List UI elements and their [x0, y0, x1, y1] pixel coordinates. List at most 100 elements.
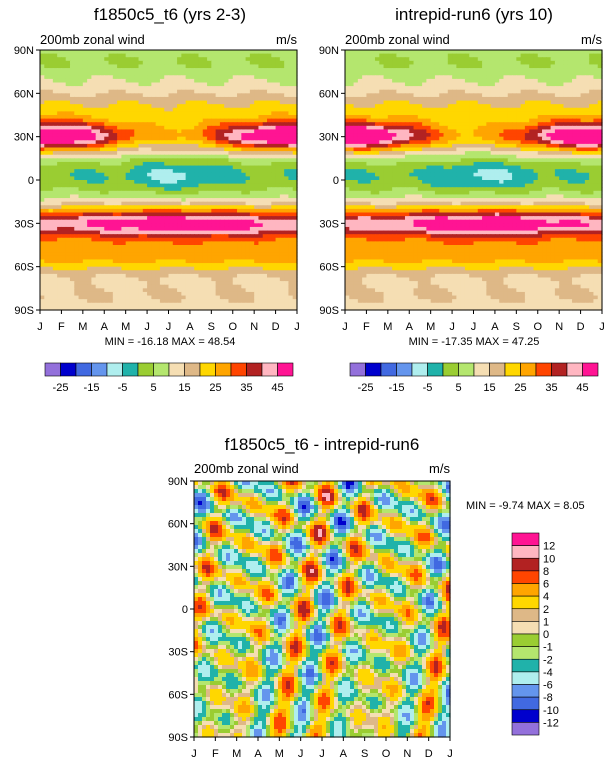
field-cell: [129, 60, 135, 66]
field-cell: [142, 78, 148, 84]
field-cell: [134, 266, 140, 271]
field-cell: [91, 60, 97, 66]
field-cell: [104, 172, 110, 177]
field-cell: [211, 277, 217, 282]
field-cell: [69, 277, 75, 282]
field-cell: [185, 111, 191, 116]
field-cell: [40, 226, 45, 232]
field-cell: [82, 255, 88, 261]
field-cell: [104, 284, 110, 289]
field-cell: [142, 89, 148, 94]
field-cell: [241, 284, 247, 289]
field-cell: [198, 53, 204, 58]
field-cell: [284, 263, 290, 268]
field-cell: [194, 50, 200, 55]
field-cell: [258, 187, 264, 192]
field-cell: [155, 263, 161, 268]
field-cell: [185, 57, 191, 62]
field-cell: [185, 281, 191, 286]
field-cell: [87, 226, 92, 232]
field-cell: [288, 154, 294, 159]
field-cell: [262, 136, 268, 141]
field-cell: [267, 273, 272, 279]
field-cell: [580, 64, 586, 69]
field-cell: [249, 107, 255, 112]
field-cell: [147, 266, 152, 271]
field-cell: [215, 223, 221, 228]
field-cell: [194, 183, 200, 188]
field-cell: [91, 212, 97, 217]
field-cell: [82, 161, 88, 167]
field-cell: [413, 57, 419, 62]
field-cell: [224, 212, 230, 217]
field-cell: [138, 281, 144, 286]
field-cell: [138, 136, 144, 141]
field-cell: [168, 216, 174, 221]
field-cell: [147, 71, 152, 76]
field-cell: [159, 165, 165, 170]
field-cell: [172, 143, 178, 149]
field-cell: [125, 125, 131, 131]
field-cell: [74, 295, 80, 300]
field-cell: [44, 198, 50, 203]
field-cell: [40, 129, 45, 134]
field-cell: [512, 71, 517, 76]
field-cell: [181, 212, 187, 217]
field-cell: [78, 205, 84, 210]
field-cell: [185, 172, 191, 177]
field-cell: [52, 237, 58, 242]
field-cell: [95, 299, 101, 304]
field-cell: [82, 281, 88, 286]
field-cell: [486, 78, 492, 84]
field-cell: [57, 187, 63, 192]
field-cell: [65, 96, 71, 102]
field-cell: [279, 281, 285, 286]
field-cell: [172, 208, 178, 214]
field-cell: [65, 299, 71, 304]
field-cell: [125, 302, 131, 307]
field-cell: [181, 71, 187, 76]
field-cell: [134, 71, 140, 76]
field-cell: [142, 284, 148, 289]
field-cell: [288, 216, 294, 221]
field-cell: [211, 291, 217, 297]
field-cell: [249, 133, 255, 138]
field-cell: [219, 241, 225, 246]
field-cell: [211, 82, 217, 87]
field-cell: [275, 295, 281, 300]
field-cell: [516, 68, 522, 73]
field-cell: [593, 71, 599, 76]
field-cell: [254, 245, 260, 250]
field-cell: [82, 78, 88, 84]
field-cell: [91, 118, 97, 123]
field-cell: [181, 57, 187, 62]
field-cell: [125, 259, 131, 264]
field-cell: [125, 245, 131, 250]
field-cell: [215, 53, 221, 58]
field-cell: [279, 187, 285, 192]
field-cell: [241, 223, 247, 228]
field-cell: [202, 281, 208, 286]
x-tick-label: A: [186, 321, 194, 333]
field-cell: [366, 78, 372, 84]
field-cell: [48, 161, 54, 167]
field-cell: [168, 241, 174, 246]
field-cell: [65, 216, 71, 221]
field-cell: [125, 183, 131, 188]
field-cell: [74, 219, 80, 224]
field-cell: [82, 93, 88, 98]
field-cell: [215, 122, 221, 127]
field-cell: [74, 143, 80, 149]
field-cell: [426, 75, 432, 80]
field-cell: [254, 212, 260, 217]
field-cell: [95, 154, 101, 159]
field-cell: [134, 295, 140, 300]
field-cell: [198, 273, 204, 279]
field-cell: [387, 78, 393, 84]
field-cell: [112, 60, 118, 66]
field-cell: [104, 89, 110, 94]
field-cell: [117, 252, 122, 257]
field-cell: [108, 212, 114, 217]
field-cell: [129, 306, 135, 311]
field-cell: [129, 64, 135, 69]
